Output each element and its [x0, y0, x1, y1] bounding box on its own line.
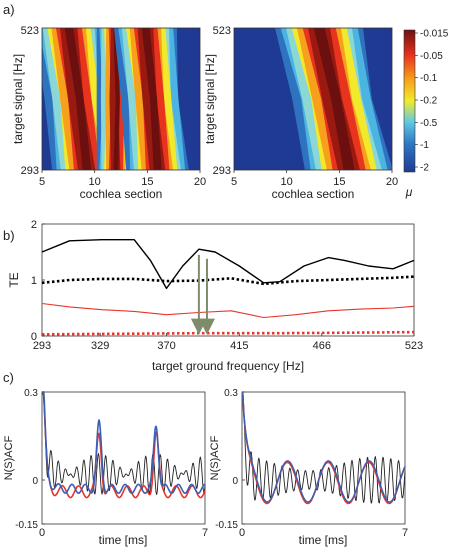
- panel-label-c: c): [3, 370, 14, 385]
- acf-left-xlabel: time [ms]: [99, 533, 148, 547]
- te-series-0: [41, 238, 415, 290]
- y-tick-label: 293: [213, 165, 231, 177]
- colorbar-tick-label: -0.5: [420, 118, 438, 129]
- heatmap-band-0-level-7: [64, 28, 92, 170]
- acf-right-series: [241, 391, 406, 505]
- colorbar-tick-label: -2: [420, 163, 429, 174]
- colorbar-tick-label: -1: [420, 140, 429, 151]
- heatmap-left-xlabel: cochlea section: [80, 187, 163, 201]
- acf-left-ylabel: N(S)ACF: [3, 435, 15, 480]
- te-plot-xlabel: target ground frequency [Hz]: [152, 359, 304, 373]
- x-tick-label: 10: [89, 176, 101, 188]
- te-series-3: [41, 330, 415, 336]
- te-plot-arrows: [190, 254, 215, 335]
- panel-label-a: a): [3, 2, 15, 17]
- heatmap-left-frame: [41, 27, 201, 171]
- y-tick-label: 523: [213, 25, 231, 37]
- panel-label-b: b): [3, 228, 15, 243]
- heatmap-left-bands: [42, 28, 189, 170]
- x-tick-label: 7: [202, 527, 208, 539]
- heatmap-right: 5 10 15 20 293 523 cochlea section target sig…: [203, 25, 398, 201]
- y-tick-label: 0.3: [224, 388, 238, 399]
- te-plot-ylabel: TE: [7, 272, 21, 287]
- heatmap-right-ylabel: target signal [Hz]: [203, 54, 217, 144]
- y-tick-label: 0: [32, 476, 38, 487]
- x-tick-label: 5: [39, 176, 45, 188]
- colorbar-tick-label: -0.015: [420, 29, 449, 40]
- y-tick-label: 1: [31, 275, 37, 287]
- colorbar-tick-label: -0.05: [420, 51, 443, 62]
- x-tick-label: 10: [281, 176, 293, 188]
- x-tick-label: 20: [194, 176, 206, 188]
- x-tick-label: 15: [141, 176, 153, 188]
- acf-right-black: [242, 391, 406, 504]
- colorbar-tick-label: -0.2: [420, 96, 438, 107]
- y-tick-label: 0: [232, 476, 238, 487]
- colorbar-tick-label: -0.1: [420, 73, 438, 84]
- x-tick-label: 466: [313, 340, 331, 352]
- colorbar-label: μ: [405, 185, 413, 199]
- te-plot: 293 329 370 415 466 523 0 1 2 target ground freq…: [7, 219, 423, 373]
- x-tick-label: 20: [386, 176, 398, 188]
- x-tick-label: 5: [231, 176, 237, 188]
- heatmap-right-frame: [233, 27, 393, 171]
- heatmap-band-0-level-7: [313, 28, 355, 170]
- acf-left-series: [41, 391, 206, 499]
- heatmap-left-ticks: 5 10 15 20 293 523: [21, 25, 206, 188]
- colorbar: -0.015 -0.05 -0.1 -0.2 -0.5 -1 -2 μ: [403, 29, 449, 199]
- y-tick-label: 0.3: [24, 388, 38, 399]
- te-plot-series: [41, 238, 415, 336]
- x-tick-label: 370: [157, 340, 175, 352]
- acf-left-red: [41, 391, 206, 499]
- y-tick-label: 293: [21, 165, 39, 177]
- acf-right-xlabel: time [ms]: [299, 533, 348, 547]
- heatmap-band-2-level-7: [141, 28, 162, 170]
- heatmap-left: 5 10 15 20 293 523 cochlea section target sig…: [11, 25, 206, 201]
- te-plot-ticks: 293 329 370 415 466 523 0 1 2: [31, 219, 423, 352]
- acf-left-blue: [41, 391, 206, 495]
- heatmap-right-xlabel: cochlea section: [272, 187, 355, 201]
- heatmap-right-ticks: 5 10 15 20 293 523: [213, 25, 398, 188]
- x-tick-label: 0: [39, 527, 45, 539]
- y-tick-label: 0: [31, 331, 37, 343]
- acf-right-ylabel: N(S)ACF: [209, 435, 221, 480]
- colorbar-ticks: -0.015 -0.05 -0.1 -0.2 -0.5 -1 -2: [415, 29, 449, 174]
- acf-left-black: [42, 391, 206, 495]
- te-series-2: [41, 302, 415, 319]
- heatmap-left-ylabel: target signal [Hz]: [11, 54, 25, 144]
- x-tick-label: 523: [405, 340, 423, 352]
- acf-right-blue: [241, 391, 406, 503]
- x-tick-label: 329: [91, 340, 109, 352]
- x-tick-label: 0: [239, 527, 245, 539]
- acf-right-frame: [241, 391, 406, 525]
- x-tick-label: 415: [230, 340, 248, 352]
- colorbar-gradient: [403, 29, 416, 173]
- x-tick-label: 7: [402, 527, 408, 539]
- y-tick-label: -0.15: [215, 520, 238, 531]
- x-tick-label: 15: [333, 176, 345, 188]
- y-tick-label: 523: [21, 25, 39, 37]
- y-tick-label: 2: [31, 219, 37, 231]
- heatmap-right-bands: [274, 28, 392, 170]
- acf-left-frame: [41, 391, 206, 525]
- y-tick-label: -0.15: [15, 520, 38, 531]
- x-tick-label: 293: [33, 340, 51, 352]
